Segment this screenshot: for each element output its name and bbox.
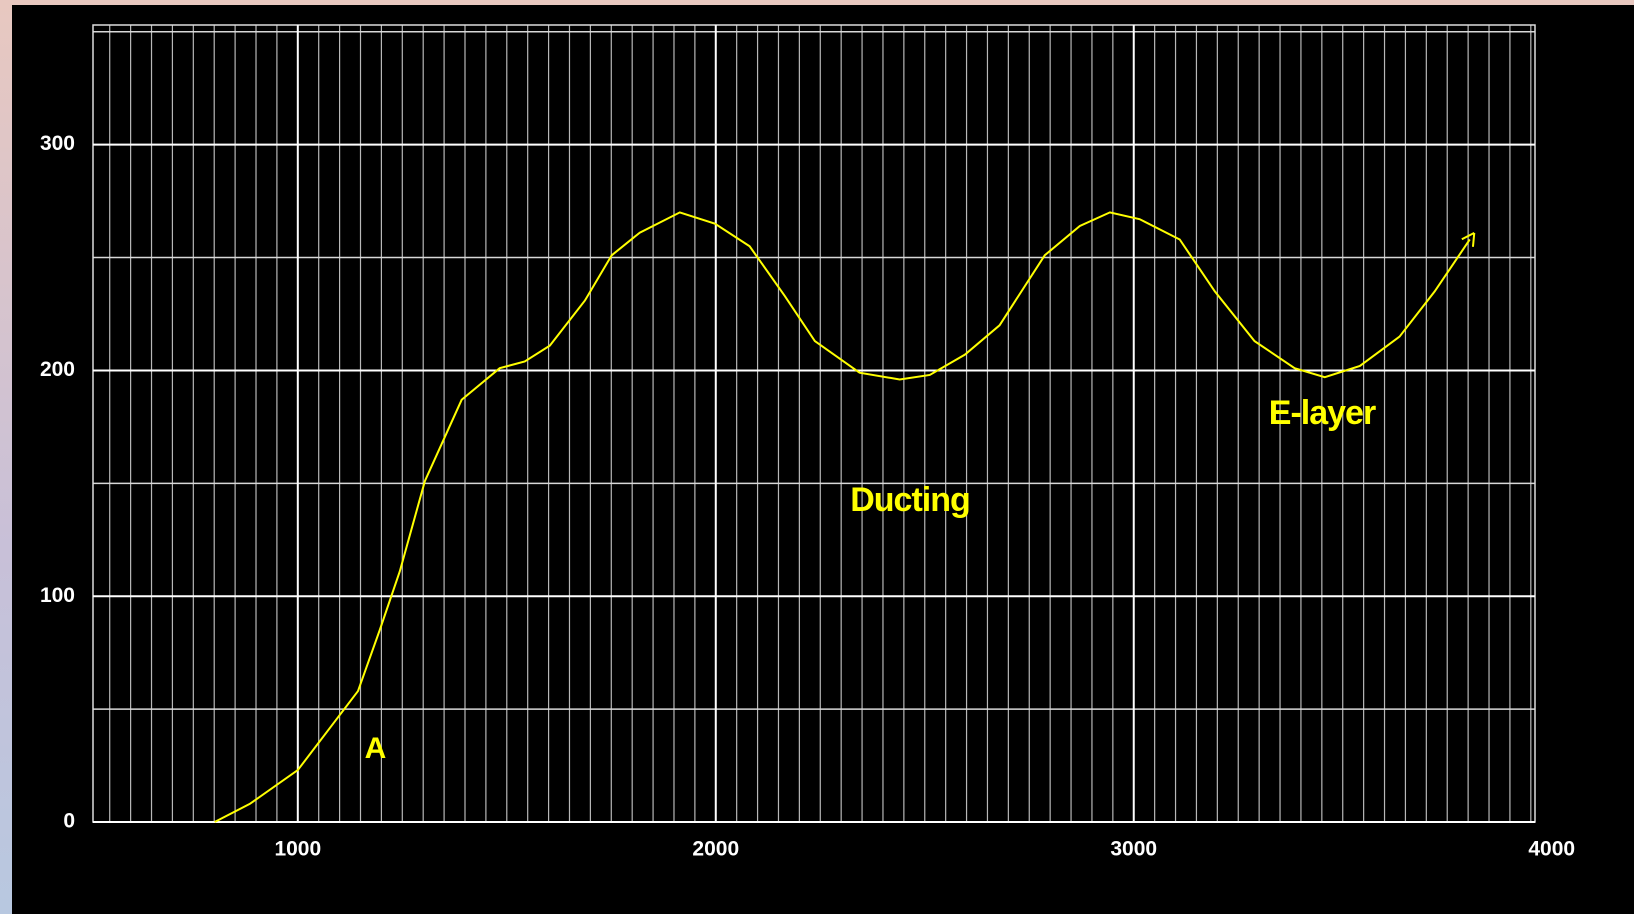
x-tick-label: 1000	[274, 838, 321, 861]
annotation: A	[365, 732, 386, 765]
y-tick-label: 0	[63, 810, 75, 833]
y-tick-label: 300	[40, 132, 75, 155]
background	[12, 5, 1634, 914]
x-tick-label: 3000	[1110, 838, 1157, 861]
y-tick-label: 200	[40, 358, 75, 381]
x-tick-label: 4000	[1528, 838, 1575, 861]
chart: 0 100 200 300 1000 2000 3000 4000 A Ducting E-laye…	[12, 5, 1634, 914]
annotation: E-layer	[1269, 394, 1376, 432]
arrowhead	[1461, 231, 1476, 247]
line	[214, 211, 1471, 823]
x-tick-label: 2000	[692, 838, 739, 861]
annotation: Ducting	[850, 481, 970, 519]
y-tick-label: 100	[40, 584, 75, 607]
